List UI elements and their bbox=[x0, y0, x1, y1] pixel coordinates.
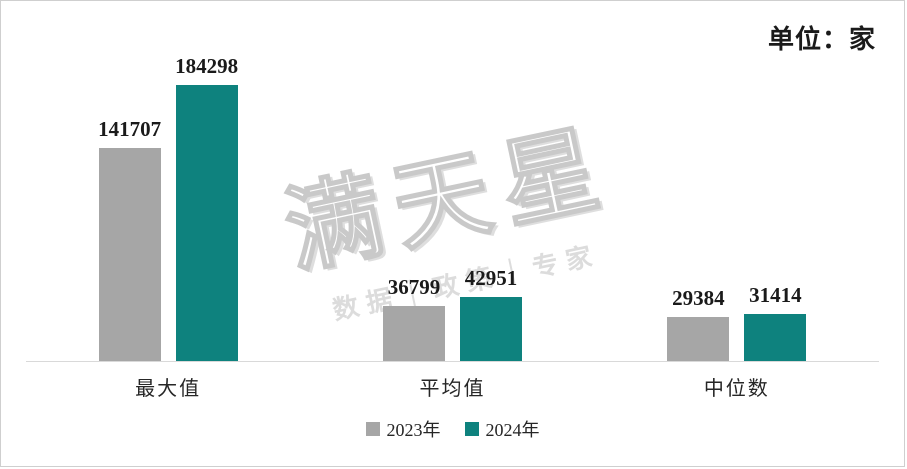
legend-item-2024年: 2024年 bbox=[464, 416, 540, 442]
bars-row: 141707 184298 36799 42951 29384 31414 bbox=[26, 54, 879, 362]
category-label-中位数: 中位数 bbox=[703, 378, 770, 400]
bar-2023年-平均值: 36799 bbox=[382, 275, 445, 361]
legend-label: 2024年 bbox=[485, 420, 540, 440]
legend-swatch-icon bbox=[464, 422, 479, 436]
bar bbox=[98, 148, 161, 361]
bar-value-label: 36799 bbox=[387, 275, 441, 299]
bar-2024年-最大值: 184298 bbox=[175, 54, 239, 361]
bar-value-label: 31414 bbox=[749, 283, 802, 307]
category-label-最大值: 最大值 bbox=[135, 378, 202, 400]
bar bbox=[459, 297, 522, 361]
legend-label: 2023年 bbox=[386, 420, 441, 440]
bar bbox=[382, 306, 445, 361]
unit-label: 单位：家 bbox=[767, 25, 876, 54]
bar-group: 36799 42951 bbox=[332, 266, 572, 361]
bar-value-label: 29384 bbox=[672, 286, 725, 310]
bar bbox=[667, 317, 730, 361]
legend-swatch-icon bbox=[365, 422, 380, 436]
bar-value-label: 184298 bbox=[175, 54, 239, 78]
bar-2023年-中位数: 29384 bbox=[667, 286, 730, 361]
legend: 2023年 2024年 bbox=[1, 416, 904, 442]
bar-value-label: 42951 bbox=[464, 266, 518, 290]
bar-2024年-平均值: 42951 bbox=[459, 266, 522, 361]
bar bbox=[744, 314, 807, 361]
bar-group: 141707 184298 bbox=[48, 54, 288, 361]
bar-value-label: 141707 bbox=[98, 117, 162, 141]
bar-2024年-中位数: 31414 bbox=[744, 283, 807, 361]
category-axis: 最大值 平均值 中位数 bbox=[26, 372, 879, 401]
plot-area: 141707 184298 36799 42951 29384 31414 最大值 平均值 中… bbox=[26, 54, 879, 401]
category-label-平均值: 平均值 bbox=[419, 378, 486, 400]
bar-group: 29384 31414 bbox=[617, 283, 857, 361]
bar-2023年-最大值: 141707 bbox=[98, 117, 162, 361]
bar bbox=[175, 85, 238, 361]
legend-item-2023年: 2023年 bbox=[365, 416, 441, 442]
